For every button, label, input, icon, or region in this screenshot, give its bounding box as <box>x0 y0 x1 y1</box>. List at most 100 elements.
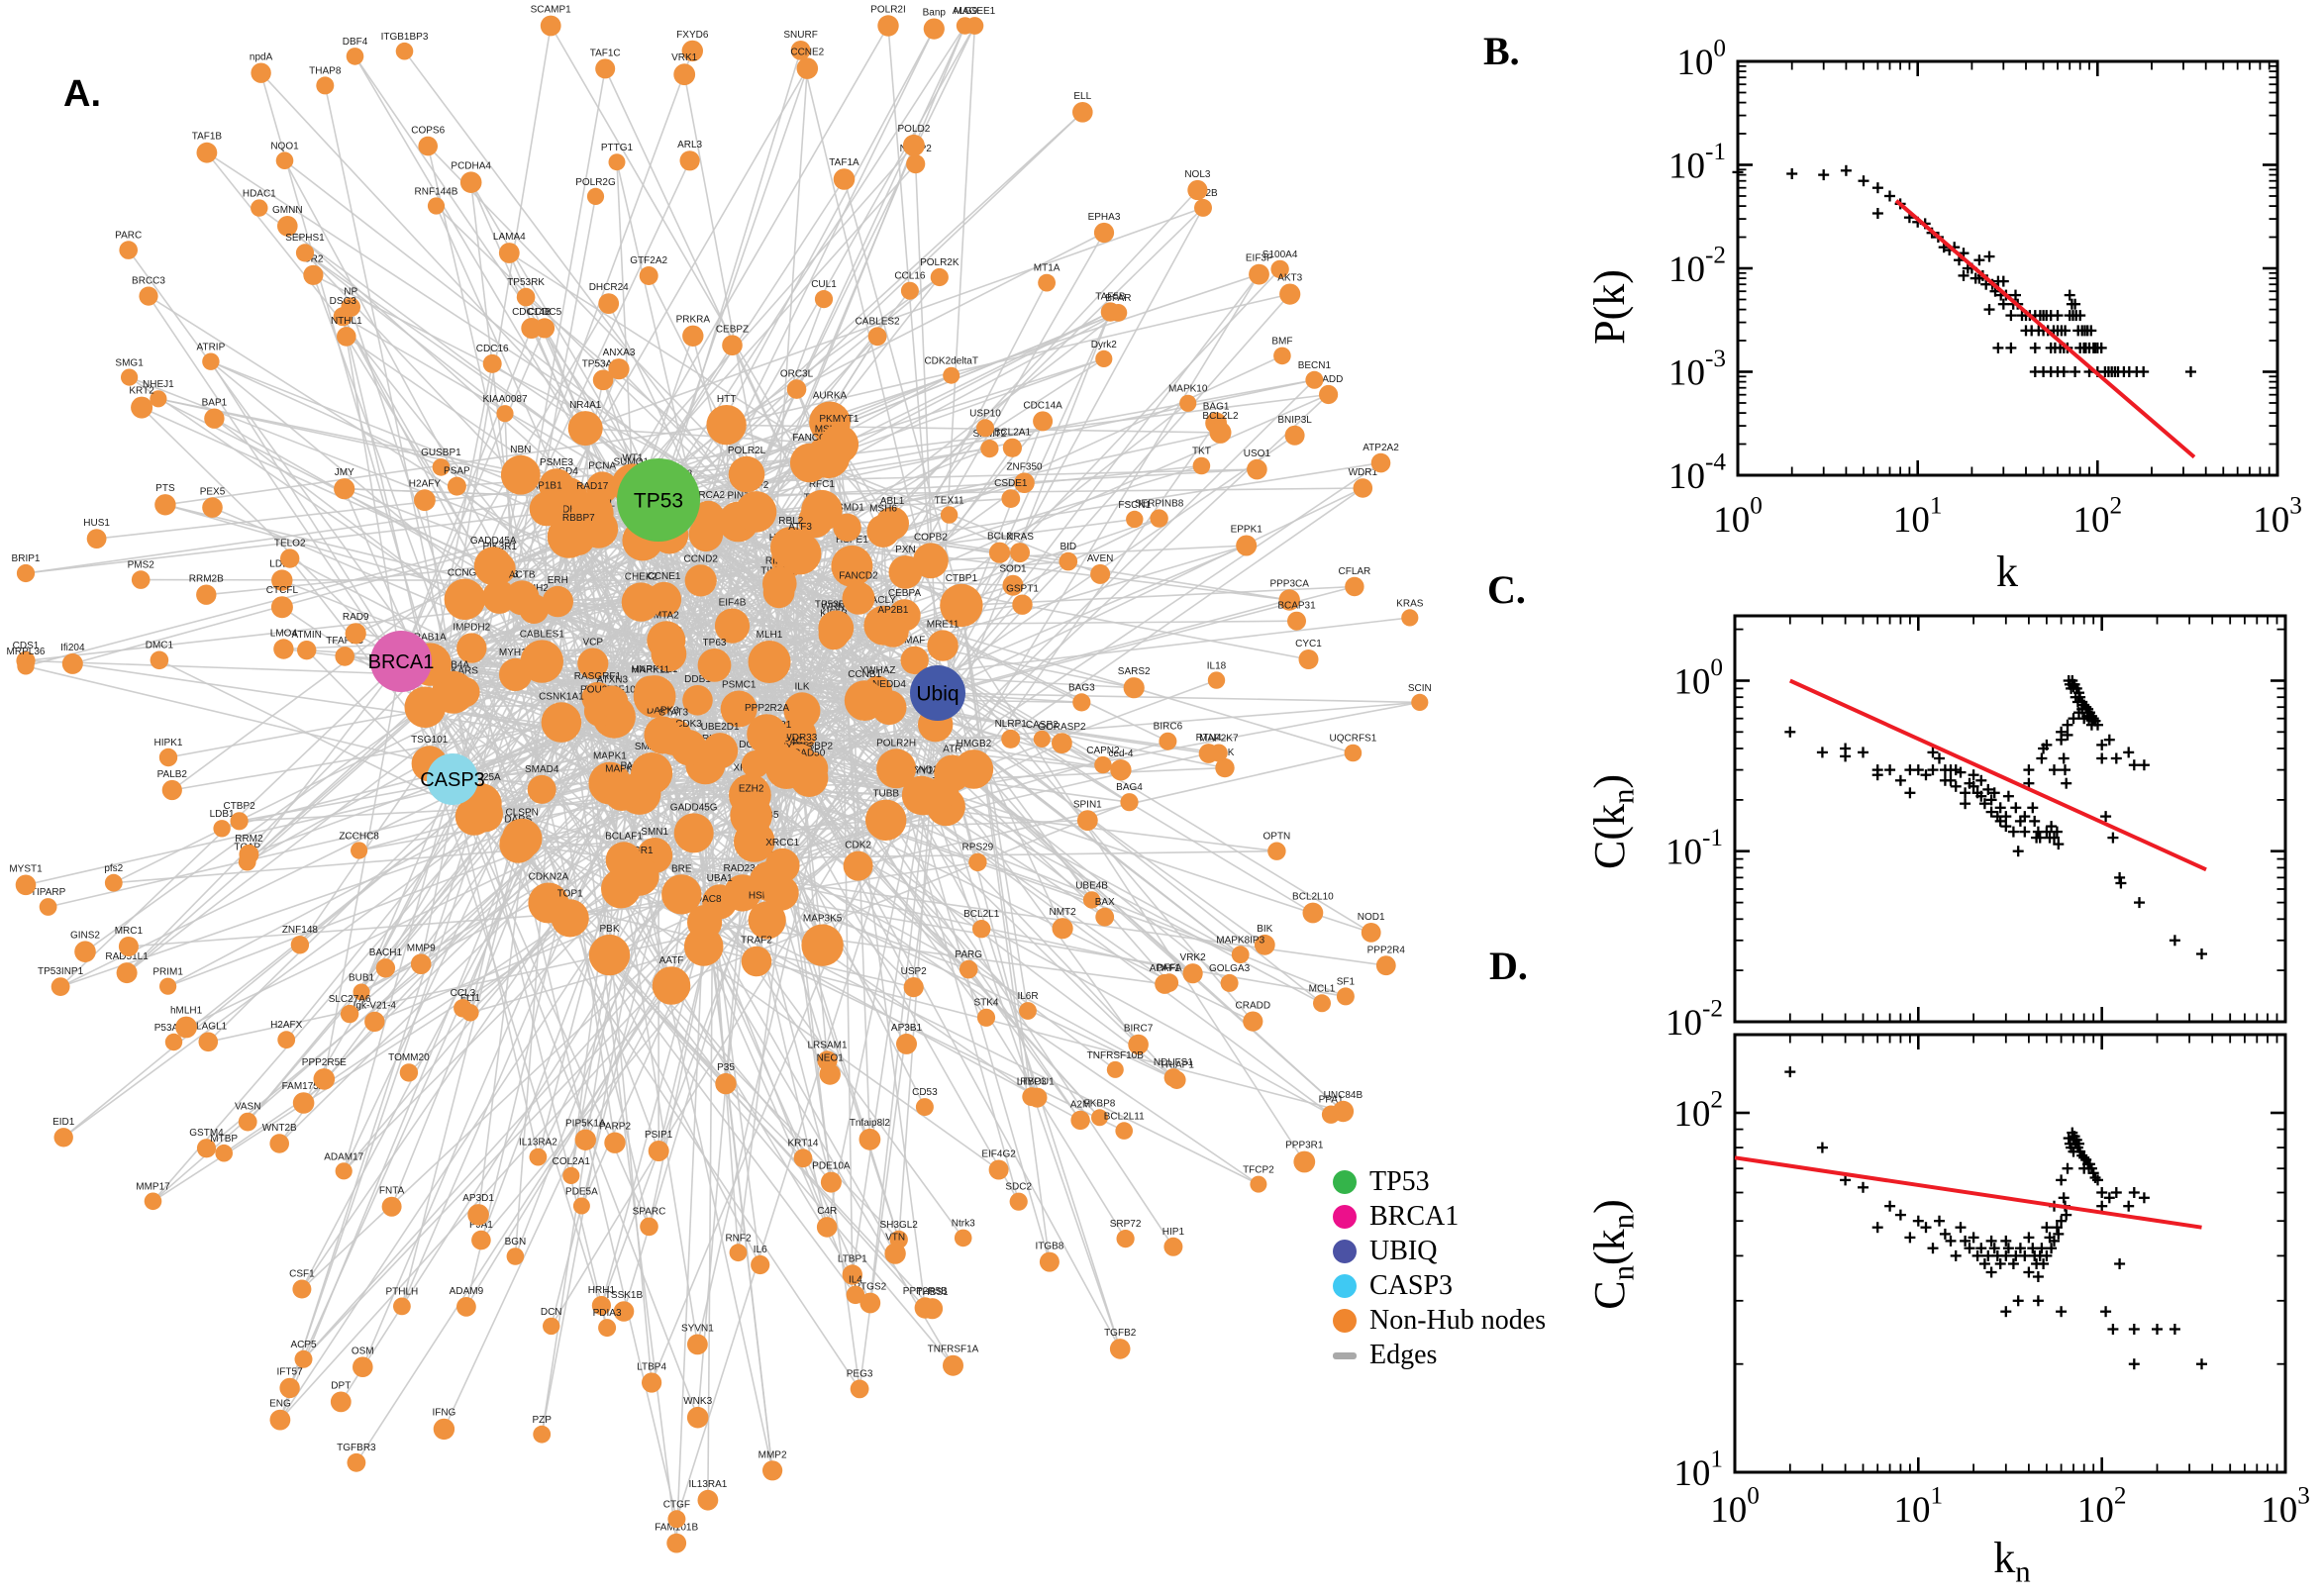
axis-ticks <box>1733 616 2287 1024</box>
plot-frame <box>1736 59 2279 477</box>
network-node <box>896 1033 917 1054</box>
network-node <box>681 40 703 62</box>
node-label: MRC1 <box>115 926 144 937</box>
network-node <box>976 419 994 438</box>
node-label: BAG4 <box>1116 782 1143 793</box>
network-node <box>433 1418 455 1441</box>
legend-label: TP53 <box>1369 1166 1430 1197</box>
node-label: POLR2H <box>876 738 916 748</box>
y-axis-label: P(k) <box>1585 269 1634 345</box>
node-label: MCL1 <box>1309 983 1336 994</box>
network-node <box>661 874 702 915</box>
node-label: TNFRSF1A <box>928 1345 979 1355</box>
network-node <box>427 197 446 215</box>
network-node <box>603 774 641 811</box>
node-label: FANCG <box>792 433 827 444</box>
node-label: MMP2 <box>758 1449 787 1460</box>
panel-d-label: D. <box>1489 944 1528 988</box>
node-label: TSSK1B <box>605 1290 644 1301</box>
legend-item-edges: Edges <box>1333 1340 1580 1370</box>
node-label: SDC2 <box>1005 1182 1032 1193</box>
network-node <box>280 549 300 568</box>
network-node <box>1250 1175 1267 1193</box>
node-label: SEPHS1 <box>285 233 325 244</box>
network-node <box>591 1296 612 1316</box>
network-node <box>239 844 259 864</box>
network-node <box>74 941 96 962</box>
network-node <box>959 959 978 979</box>
node-label: MAPK1 <box>593 751 627 762</box>
network-node <box>116 962 138 984</box>
node-label: RAD9 <box>343 612 369 623</box>
panel-c-label: C. <box>1487 567 1526 612</box>
node-label: PTGS2 <box>854 1282 886 1293</box>
tick-label: 102 <box>2073 493 2123 542</box>
network-node <box>1370 452 1391 473</box>
node-label: H2AFX <box>270 1020 303 1031</box>
node-label: pfs2 <box>104 863 123 874</box>
node-label: IL6 <box>754 1245 767 1255</box>
node-label: RAD23A <box>723 863 761 874</box>
node-label: BCL2 <box>987 532 1012 543</box>
node-label: TP53BP2 <box>790 742 833 752</box>
node-label: TUBB <box>872 789 899 800</box>
network-node <box>682 685 713 716</box>
node-label: CDC16 <box>476 344 509 354</box>
node-label: ZCCHC8 <box>339 831 379 842</box>
network-node <box>801 489 843 532</box>
network-node <box>337 327 356 347</box>
network-node <box>119 241 138 259</box>
network-node <box>198 1032 219 1052</box>
network-node <box>1254 934 1275 955</box>
network-node <box>39 898 57 916</box>
network-node <box>605 842 643 878</box>
fit-line <box>1894 199 2196 459</box>
network-node <box>1072 693 1091 712</box>
tick-label: 101 <box>1673 1446 1723 1495</box>
node-label: CSDE1 <box>994 478 1028 489</box>
network-node <box>1052 733 1072 753</box>
node-label: AP1B1 <box>532 481 563 492</box>
node-label: TOMM20 <box>388 1052 430 1063</box>
node-label: VRK2 <box>1180 952 1207 963</box>
network-node <box>238 1112 257 1132</box>
node-label: CFLAR <box>1339 566 1371 577</box>
network-node <box>833 168 856 190</box>
node-label: CD53 <box>912 1087 938 1098</box>
network-node <box>1401 609 1419 627</box>
node-label: UBE4B <box>1075 880 1108 891</box>
node-label: PRIM1 <box>152 967 183 978</box>
node-label: USP2 <box>901 966 928 977</box>
network-node <box>943 366 960 384</box>
node-label: ATXN3 <box>597 675 629 686</box>
node-label: A2M <box>1070 1100 1091 1111</box>
fit-line <box>1788 678 2207 872</box>
network-node <box>330 1391 352 1413</box>
node-label: MAF <box>904 636 925 647</box>
node-label: EIF3F <box>1246 253 1272 264</box>
node-label: PEG3 <box>847 1369 873 1380</box>
network-node <box>473 547 513 586</box>
node-label: S100A4 <box>1262 249 1298 260</box>
network-node <box>279 1377 300 1399</box>
network-node <box>820 1171 842 1193</box>
network-node <box>335 1162 353 1180</box>
network-node <box>900 281 919 300</box>
node-label: PARC <box>115 230 142 241</box>
network-node <box>158 748 178 767</box>
node-label: BCL2L10 <box>1292 892 1334 903</box>
plot-frame <box>1733 614 2287 1024</box>
node-label: VASN <box>235 1102 261 1113</box>
network-node <box>687 1334 708 1355</box>
node-label: OSM <box>352 1346 374 1356</box>
network-node <box>562 1166 580 1184</box>
network-node <box>1093 222 1115 244</box>
network-node <box>1012 594 1033 615</box>
network-node <box>447 476 466 496</box>
network-node <box>292 1279 312 1299</box>
node-label: MAGEE1 <box>955 6 996 17</box>
node-label: PPP2R4 <box>1367 945 1406 955</box>
node-label: RRM2B <box>189 573 224 584</box>
network-node <box>1052 918 1073 940</box>
node-label: GINS2 <box>70 930 100 941</box>
